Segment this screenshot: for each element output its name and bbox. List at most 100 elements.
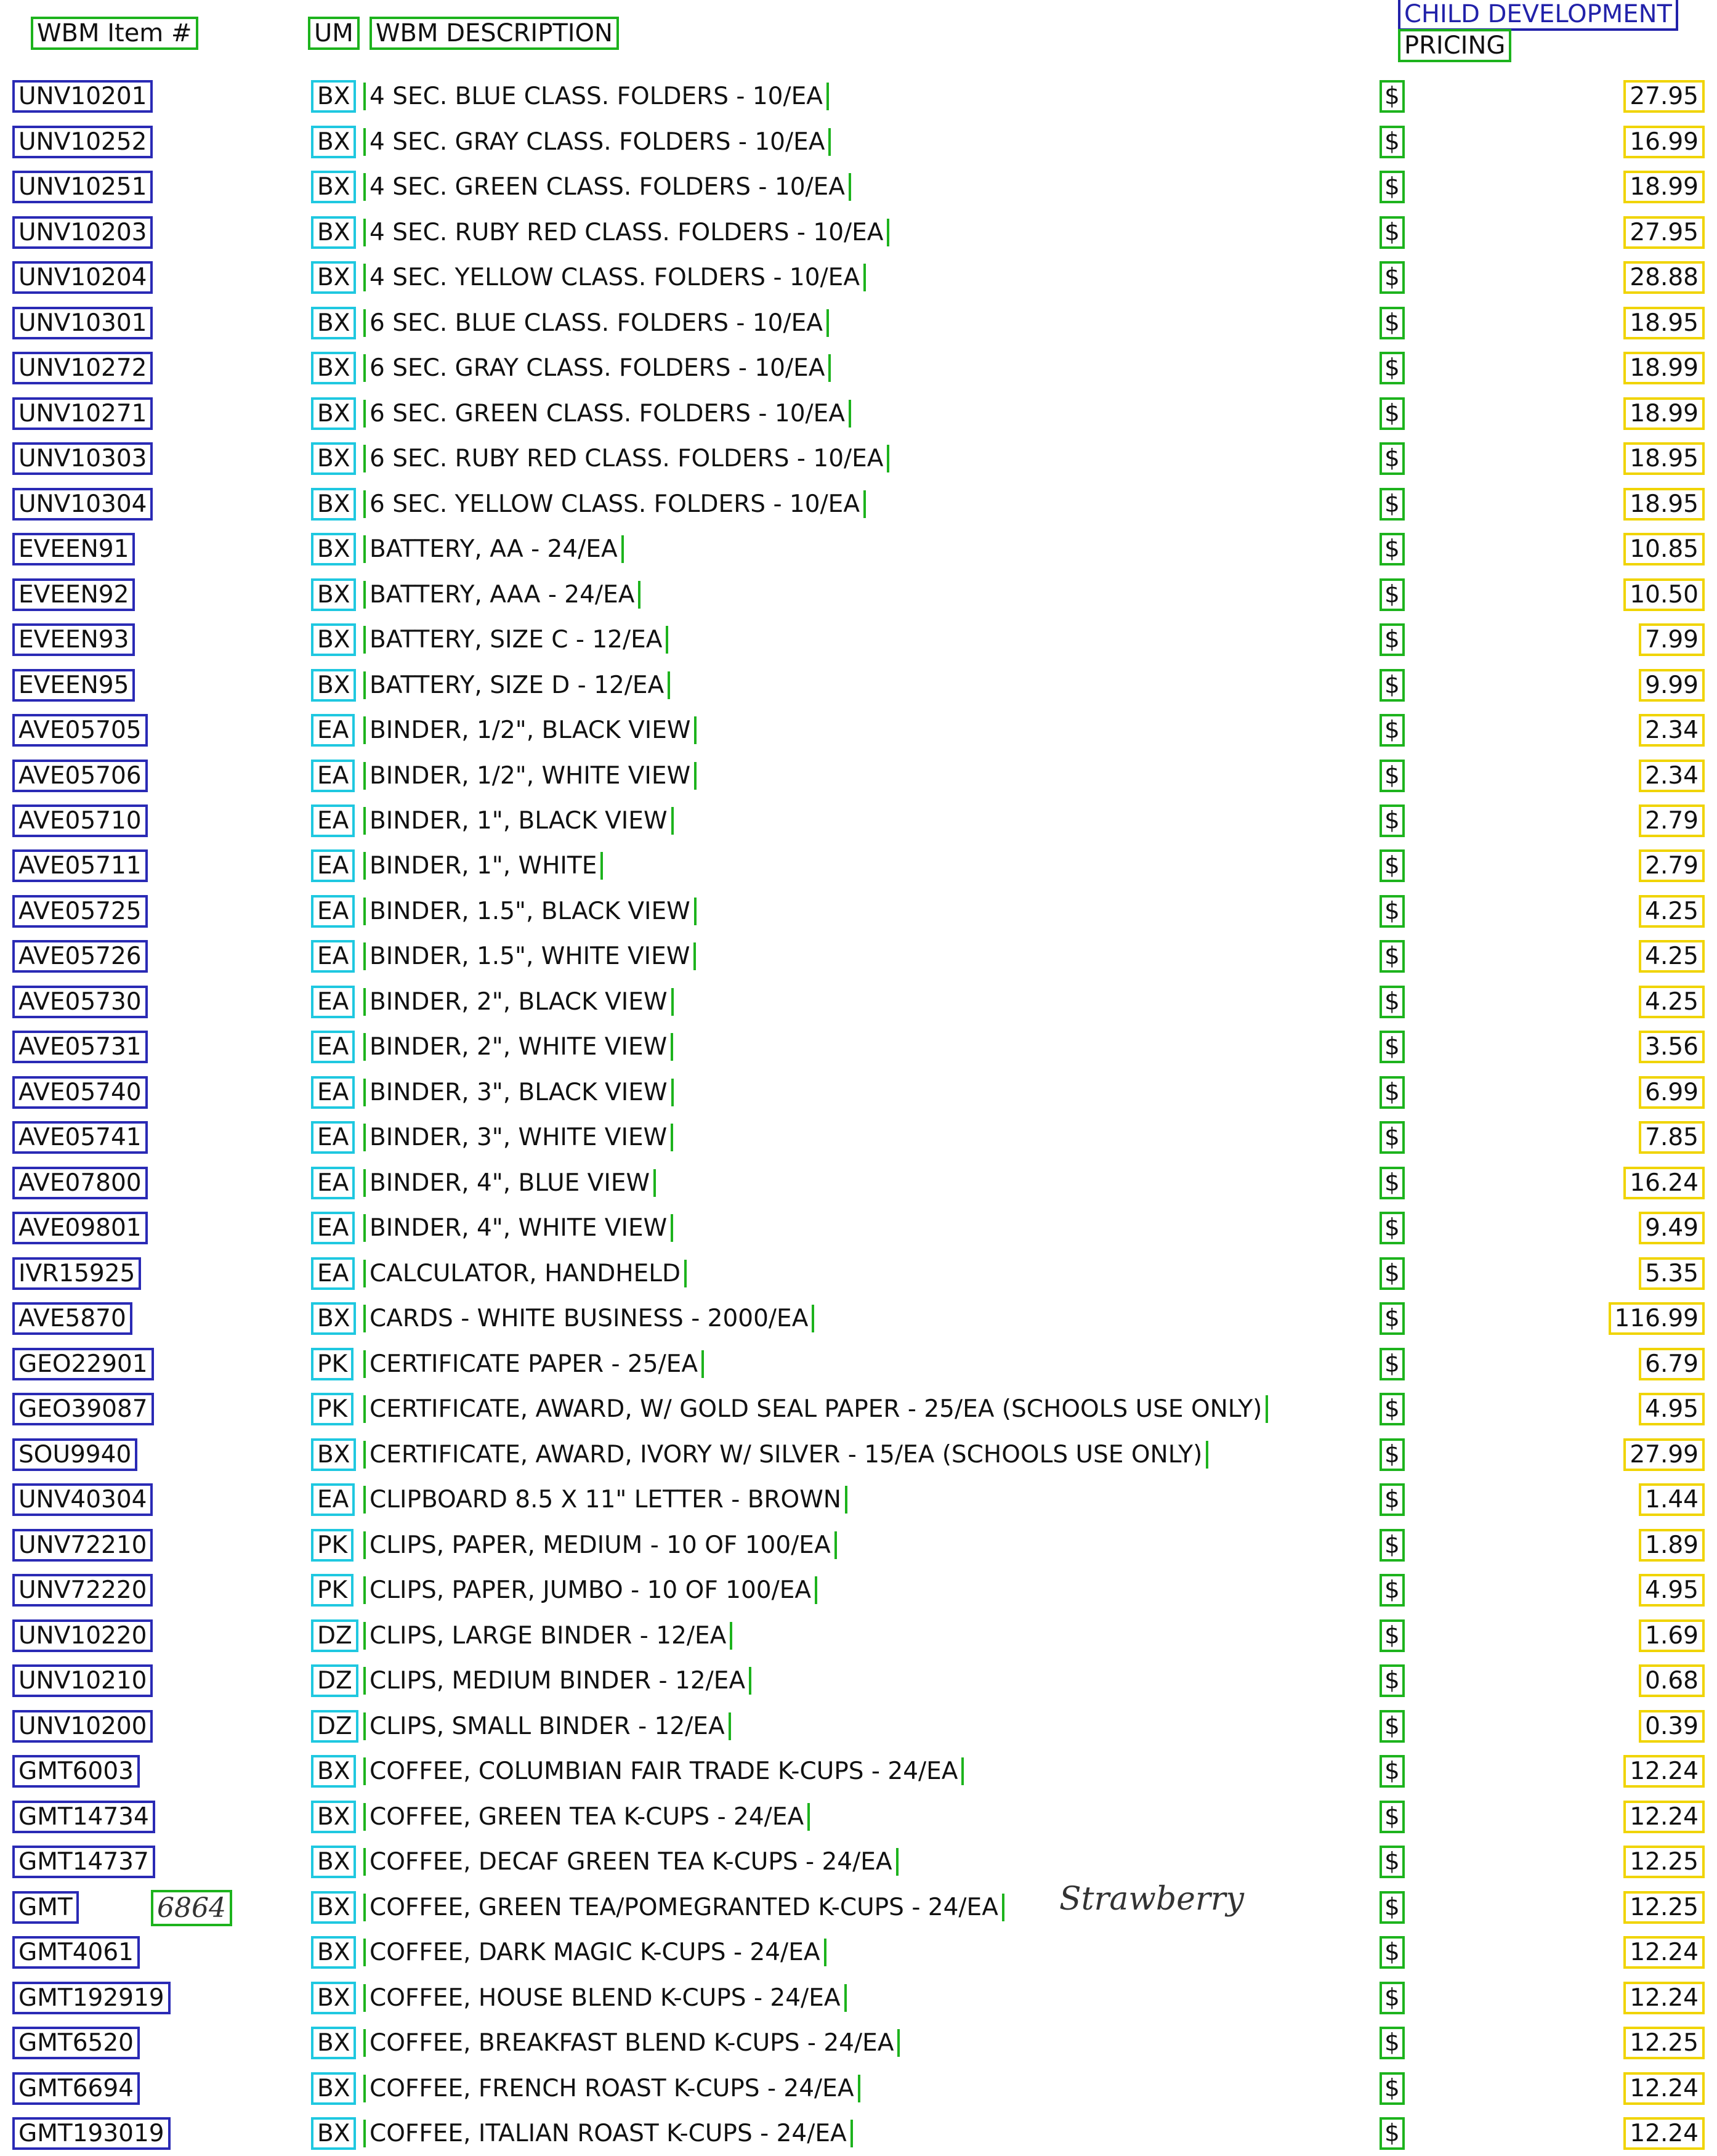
unit-of-measure-cell: BX xyxy=(311,1846,360,1879)
item-description: BINDER, 1.5", BLACK VIEW xyxy=(363,897,697,925)
currency-symbol: $ xyxy=(1380,1212,1405,1245)
item-number-cell: UNV10304 xyxy=(12,487,277,521)
item-price: 6.79 xyxy=(1639,1347,1705,1380)
item-price: 0.68 xyxy=(1639,1664,1705,1698)
item-price: 10.50 xyxy=(1623,578,1705,611)
unit-of-measure-cell: DZ xyxy=(311,1664,360,1698)
item-description-cell: COFFEE, HOUSE BLEND K-CUPS - 24/EA xyxy=(363,1984,1324,2012)
item-description: CARDS - WHITE BUSINESS - 2000/EA xyxy=(363,1305,815,1333)
item-description: CALCULATOR, HANDHELD xyxy=(363,1259,687,1287)
item-description: BINDER, 1/2", BLACK VIEW xyxy=(363,716,697,745)
item-price: 12.24 xyxy=(1623,1981,1705,2014)
item-number-cell: EVEEN91 xyxy=(12,533,277,566)
currency-symbol-cell: $ xyxy=(1380,1393,1405,1426)
currency-symbol: $ xyxy=(1380,1031,1405,1064)
item-number-cell: UNV10252 xyxy=(12,125,277,158)
currency-symbol-cell: $ xyxy=(1380,1302,1405,1335)
item-description-cell: CLIPBOARD 8.5 X 11" LETTER - BROWN xyxy=(363,1486,1324,1514)
item-number: UNV10204 xyxy=(12,261,153,294)
item-description-cell: COFFEE, BREAKFAST BLEND K-CUPS - 24/EA xyxy=(363,2029,1324,2057)
item-number-cell: GMT6520 xyxy=(12,2027,277,2060)
currency-symbol: $ xyxy=(1380,1664,1405,1698)
item-number: UNV10272 xyxy=(12,352,153,385)
item-number: GMT4061 xyxy=(12,1936,140,1969)
unit-of-measure: EA xyxy=(311,1257,355,1290)
item-price: 7.85 xyxy=(1639,1121,1705,1154)
item-description-cell: CERTIFICATE, AWARD, W/ GOLD SEAL PAPER -… xyxy=(363,1395,1324,1424)
item-price: 10.85 xyxy=(1623,533,1705,566)
item-description: CLIPS, MEDIUM BINDER - 12/EA xyxy=(363,1667,752,1695)
currency-symbol: $ xyxy=(1380,1438,1405,1471)
unit-of-measure-cell: PK xyxy=(311,1347,360,1380)
unit-of-measure: BX xyxy=(311,2027,357,2060)
item-number-cell: GMT6003 xyxy=(12,1755,277,1788)
currency-symbol: $ xyxy=(1380,1166,1405,1199)
currency-symbol-cell: $ xyxy=(1380,985,1405,1018)
item-number: IVR15925 xyxy=(12,1257,142,1290)
item-description: COFFEE, FRENCH ROAST K-CUPS - 24/EA xyxy=(363,2074,860,2102)
item-price: 2.79 xyxy=(1639,804,1705,837)
unit-of-measure: BX xyxy=(311,578,357,611)
currency-symbol: $ xyxy=(1380,578,1405,611)
item-number-cell: GMT192919 xyxy=(12,1981,277,2014)
item-price-cell: 1.44 xyxy=(1569,1483,1705,1517)
table-row: UNV10303 BX 6 SEC. RUBY RED CLASS. FOLDERS… xyxy=(0,436,1717,481)
item-description: 4 SEC. BLUE CLASS. FOLDERS - 10/EA xyxy=(363,83,829,111)
table-row: AVE09801 EA BINDER, 4", WHITE VIEW $9.49 xyxy=(0,1206,1717,1250)
table-row: UNV10252 BX 4 SEC. GRAY CLASS. FOLDERS - 1… xyxy=(0,119,1717,164)
item-description-cell: 4 SEC. BLUE CLASS. FOLDERS - 10/EA xyxy=(363,83,1324,111)
unit-of-measure: DZ xyxy=(311,1619,358,1652)
currency-symbol-cell: $ xyxy=(1380,714,1405,747)
item-price-cell: 12.25 xyxy=(1569,2027,1705,2060)
item-number: AVE05741 xyxy=(12,1121,148,1154)
unit-of-measure-cell: BX xyxy=(311,442,360,476)
item-price: 4.25 xyxy=(1639,894,1705,928)
item-price: 12.25 xyxy=(1623,1891,1705,1924)
unit-of-measure-cell: BX xyxy=(311,578,360,611)
item-number-cell: UNV72220 xyxy=(12,1574,277,1607)
table-row: UNV40304 EA CLIPBOARD 8.5 X 11" LETTER - B… xyxy=(0,1477,1717,1522)
item-price-cell: 6.99 xyxy=(1569,1076,1705,1109)
item-price: 18.95 xyxy=(1623,442,1705,476)
currency-symbol: $ xyxy=(1380,1981,1405,2014)
unit-of-measure: BX xyxy=(311,442,357,476)
item-description: COFFEE, ITALIAN ROAST K-CUPS - 24/EA xyxy=(363,2120,853,2148)
item-description: CERTIFICATE, AWARD, IVORY W/ SILVER - 15… xyxy=(363,1440,1209,1469)
item-price: 9.99 xyxy=(1639,668,1705,702)
item-number: UNV10304 xyxy=(12,487,153,521)
unit-of-measure-cell: BX xyxy=(311,1936,360,1969)
unit-of-measure: DZ xyxy=(311,1664,358,1698)
item-price: 18.99 xyxy=(1623,397,1705,430)
currency-symbol: $ xyxy=(1380,1755,1405,1788)
table-row: EVEEN91 BX BATTERY, AA - 24/EA $10.85 xyxy=(0,527,1717,572)
item-number: AVE07800 xyxy=(12,1166,148,1199)
item-number: AVE05730 xyxy=(12,985,148,1018)
item-price-cell: 12.25 xyxy=(1569,1891,1705,1924)
currency-symbol-cell: $ xyxy=(1380,1891,1405,1924)
table-row: UNV72220 PK CLIPS, PAPER, JUMBO - 10 OF 10… xyxy=(0,1568,1717,1613)
handwritten-number: 6864 xyxy=(151,1889,232,1926)
currency-symbol-cell: $ xyxy=(1380,759,1405,792)
table-row: AVE05711 EA BINDER, 1", WHITE $2.79 xyxy=(0,843,1717,888)
item-description-cell: BINDER, 4", BLUE VIEW xyxy=(363,1169,1324,1197)
item-description: CLIPBOARD 8.5 X 11" LETTER - BROWN xyxy=(363,1486,847,1514)
currency-symbol-cell: $ xyxy=(1380,487,1405,521)
table-row: UNV10210 DZ CLIPS, MEDIUM BINDER - 12/EA $0… xyxy=(0,1658,1717,1703)
item-number: UNV10210 xyxy=(12,1664,153,1698)
currency-symbol: $ xyxy=(1380,80,1405,113)
item-price: 12.24 xyxy=(1623,2072,1705,2105)
unit-of-measure: BX xyxy=(311,2117,357,2150)
item-description: 4 SEC. GREEN CLASS. FOLDERS - 10/EA xyxy=(363,173,851,201)
table-row: IVR15925 EA CALCULATOR, HANDHELD $5.35 xyxy=(0,1251,1717,1296)
currency-symbol-cell: $ xyxy=(1380,306,1405,339)
item-description-cell: CLIPS, PAPER, MEDIUM - 10 OF 100/EA xyxy=(363,1531,1324,1559)
item-description: CLIPS, PAPER, JUMBO - 10 OF 100/EA xyxy=(363,1576,818,1605)
currency-symbol-cell: $ xyxy=(1380,804,1405,837)
item-price: 116.99 xyxy=(1608,1302,1705,1335)
unit-of-measure-cell: BX xyxy=(311,352,360,385)
currency-symbol-cell: $ xyxy=(1380,2027,1405,2060)
item-description: CERTIFICATE PAPER - 25/EA xyxy=(363,1350,705,1378)
item-price: 0.39 xyxy=(1639,1709,1705,1743)
currency-symbol-cell: $ xyxy=(1380,940,1405,973)
item-description-cell: COFFEE, DECAF GREEN TEA K-CUPS - 24/EA xyxy=(363,1848,1324,1876)
